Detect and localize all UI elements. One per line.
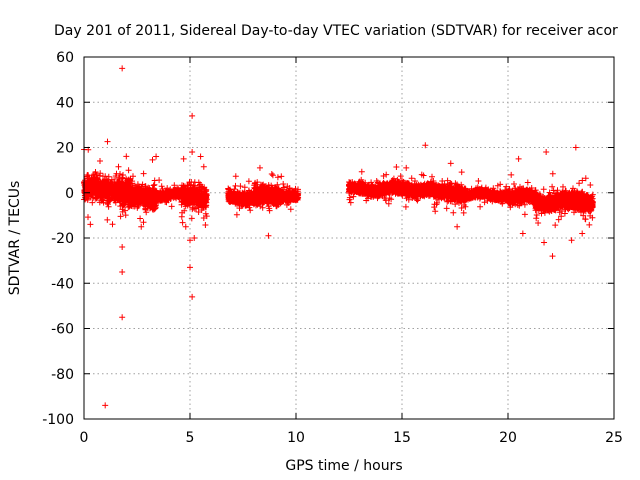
outlier-point: [187, 237, 193, 244]
outlier-point: [119, 268, 126, 275]
x-axis-label: GPS time / hours: [285, 458, 402, 474]
chart-title: Day 201 of 2011, Sidereal Day-to-day VTE…: [54, 23, 618, 39]
outlier-point: [549, 253, 556, 260]
outlier-point: [454, 223, 461, 230]
data-points: [81, 65, 596, 409]
y-tick-label: 0: [65, 186, 74, 202]
outlier-point: [189, 293, 196, 300]
y-tick-label: 20: [56, 141, 74, 157]
outlier-point: [119, 244, 126, 251]
grid: [84, 57, 614, 419]
outlier-point: [153, 153, 160, 160]
x-tick-label: 15: [393, 430, 411, 446]
outlier-point: [119, 314, 126, 321]
outlier-point: [119, 65, 126, 72]
outlier-point: [572, 144, 579, 151]
outlier-point: [104, 216, 111, 223]
outlier-point: [189, 149, 196, 156]
outlier-point: [403, 164, 410, 171]
outlier-point: [543, 149, 550, 156]
x-tick-label: 0: [80, 430, 89, 446]
outlier-point: [568, 237, 575, 244]
outlier-point: [447, 160, 454, 167]
y-tick-label: -60: [51, 322, 74, 338]
outlier-point: [515, 155, 522, 162]
x-tick-label: 20: [499, 430, 517, 446]
y-axis-label: SDTVAR / TECUs: [7, 181, 23, 296]
outlier-point: [265, 232, 272, 239]
outlier-point: [102, 402, 109, 409]
axis-ticks: 0 5 10 15 20 25 -100 -80 -60 -40 -20 0 20 40 60: [42, 50, 623, 446]
outlier-point: [180, 155, 187, 162]
outlier-point: [197, 153, 204, 160]
x-tick-label: 25: [605, 430, 623, 446]
y-tick-label: -100: [42, 412, 74, 428]
outlier-point: [87, 221, 94, 228]
outlier-point: [182, 223, 189, 230]
y-tick-label: 40: [56, 95, 74, 111]
outlier-point: [541, 239, 548, 246]
outlier-point: [422, 142, 429, 149]
outlier-point: [519, 230, 526, 237]
outlier-point: [189, 112, 196, 119]
y-tick-label: -40: [51, 276, 74, 292]
y-tick-label: 60: [56, 50, 74, 66]
x-tick-label: 10: [287, 430, 305, 446]
outlier-point: [256, 164, 263, 171]
data-band: [81, 138, 596, 229]
outlier-point: [579, 230, 586, 237]
outlier-point: [138, 223, 145, 230]
y-tick-label: -80: [51, 367, 74, 383]
x-tick-label: 5: [186, 430, 195, 446]
y-tick-label: -20: [51, 231, 74, 247]
outlier-point: [191, 235, 198, 241]
outlier-point: [187, 264, 193, 271]
